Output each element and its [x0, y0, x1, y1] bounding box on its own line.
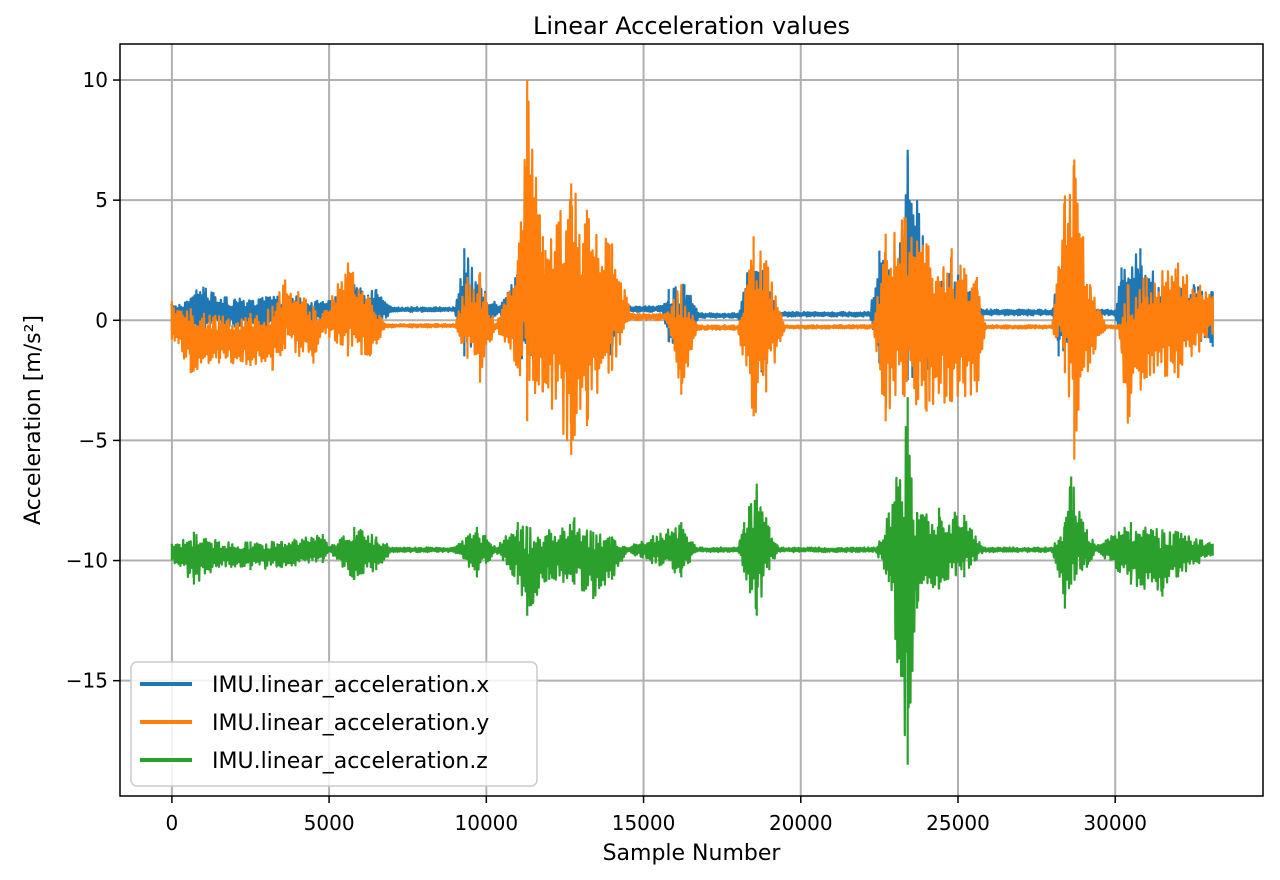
legend-box	[130, 661, 538, 787]
x-tick-label: 25000	[926, 811, 990, 835]
x-tick-label: 10000	[455, 811, 519, 835]
legend-label: IMU.linear_acceleration.z	[212, 749, 488, 774]
series-line-3	[170, 425, 1214, 737]
series-line-2	[170, 100, 1214, 442]
series-layer	[170, 80, 1214, 765]
y-axis-label: Acceleration [m/s²]	[21, 315, 46, 525]
x-tick-label: 0	[166, 811, 179, 835]
y-tick-label: −10	[66, 549, 108, 573]
ticks: 0 5000 10000 15000 20000 25000 30000 10 5 0 −5 −10 −…	[66, 68, 1147, 835]
plot-frame	[119, 43, 1264, 797]
y-tick-label: −15	[66, 669, 108, 693]
x-tick-label: 30000	[1083, 811, 1147, 835]
y-tick-label: −5	[79, 428, 108, 452]
x-tick-label: 15000	[612, 811, 676, 835]
y-tick-label: 5	[95, 188, 108, 212]
legend-label: IMU.linear_acceleration.y	[212, 711, 489, 736]
x-tick-label: 5000	[304, 811, 355, 835]
legend: IMU.linear_acceleration.x IMU.linear_acce…	[130, 661, 538, 787]
chart-title: Linear Acceleration values	[533, 12, 850, 40]
x-axis-label: Sample Number	[603, 841, 782, 866]
x-tick-label: 20000	[769, 811, 833, 835]
y-tick-label: 0	[95, 308, 108, 332]
legend-label: IMU.linear_acceleration.x	[212, 673, 489, 698]
y-tick-label: 10	[83, 68, 108, 92]
